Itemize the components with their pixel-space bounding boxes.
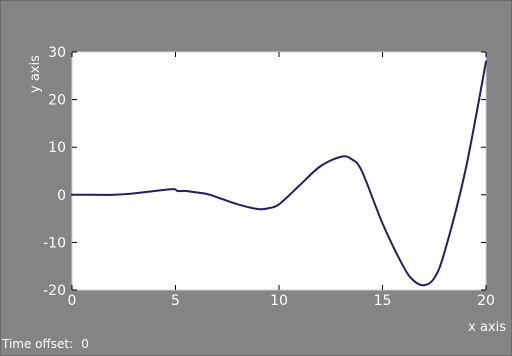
y-tick-label: 30 [48, 45, 66, 61]
ticks-layer: 0 5 10 15 20 -20 -10 0 10 20 30 [43, 45, 495, 309]
series-line [71, 60, 487, 287]
x-axis-label: x axis [468, 320, 506, 335]
x-tick-label: 15 [374, 293, 392, 309]
x-tick-label: 5 [171, 293, 180, 309]
plot-area [71, 51, 487, 291]
y-axis-label: y axis [28, 55, 43, 93]
y-tick-label: 10 [48, 140, 66, 156]
y-tick-label: -20 [43, 283, 66, 299]
time-offset-value: 0 [81, 337, 89, 351]
x-tick-label: 10 [270, 293, 288, 309]
time-offset-readout: Time offset: 0 [2, 337, 97, 351]
y-tick-label: 0 [57, 188, 66, 204]
y-tick-label: -10 [43, 235, 66, 251]
x-tick-label: 20 [477, 293, 495, 309]
y-tick-label: 20 [48, 93, 66, 109]
x-tick-label: 0 [68, 293, 77, 309]
time-offset-label: Time offset: [2, 337, 74, 351]
